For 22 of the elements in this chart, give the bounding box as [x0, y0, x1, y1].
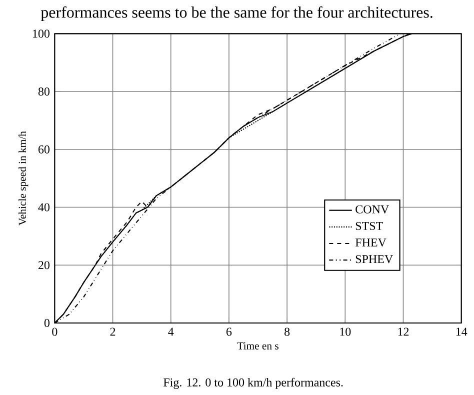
x-tick-label: 0 — [52, 328, 58, 336]
legend-label: FHEV — [355, 238, 386, 247]
legend-label: STST — [356, 222, 383, 230]
legend-label: SPHEV — [356, 255, 393, 264]
x-tick-label: 4 — [168, 328, 174, 336]
x-axis-title: Time en s — [237, 342, 278, 350]
y-tick-label: 60 — [38, 145, 50, 154]
legend-label: CONV — [356, 205, 389, 214]
y-tick-label: 20 — [38, 261, 50, 270]
y-axis-title: Vehicle speed in km/h — [18, 131, 28, 226]
caption: Fig. 12. 0 to 100 km/h performances. — [164, 378, 343, 389]
x-tick-label: 12 — [398, 328, 409, 336]
x-tick-label: 6 — [226, 328, 232, 336]
y-tick-label: 80 — [38, 87, 50, 96]
x-tick-label: 14 — [456, 328, 468, 336]
y-tick-label: 40 — [38, 203, 50, 212]
y-tick-label: 0 — [44, 318, 50, 328]
x-tick-label: 10 — [340, 328, 351, 336]
y-tick-label: 100 — [33, 30, 50, 38]
text: performances seems to be the same for the four architectures. — [40, 6, 432, 22]
x-tick-label: 8 — [284, 328, 290, 336]
x-tick-label: 2 — [110, 328, 116, 336]
